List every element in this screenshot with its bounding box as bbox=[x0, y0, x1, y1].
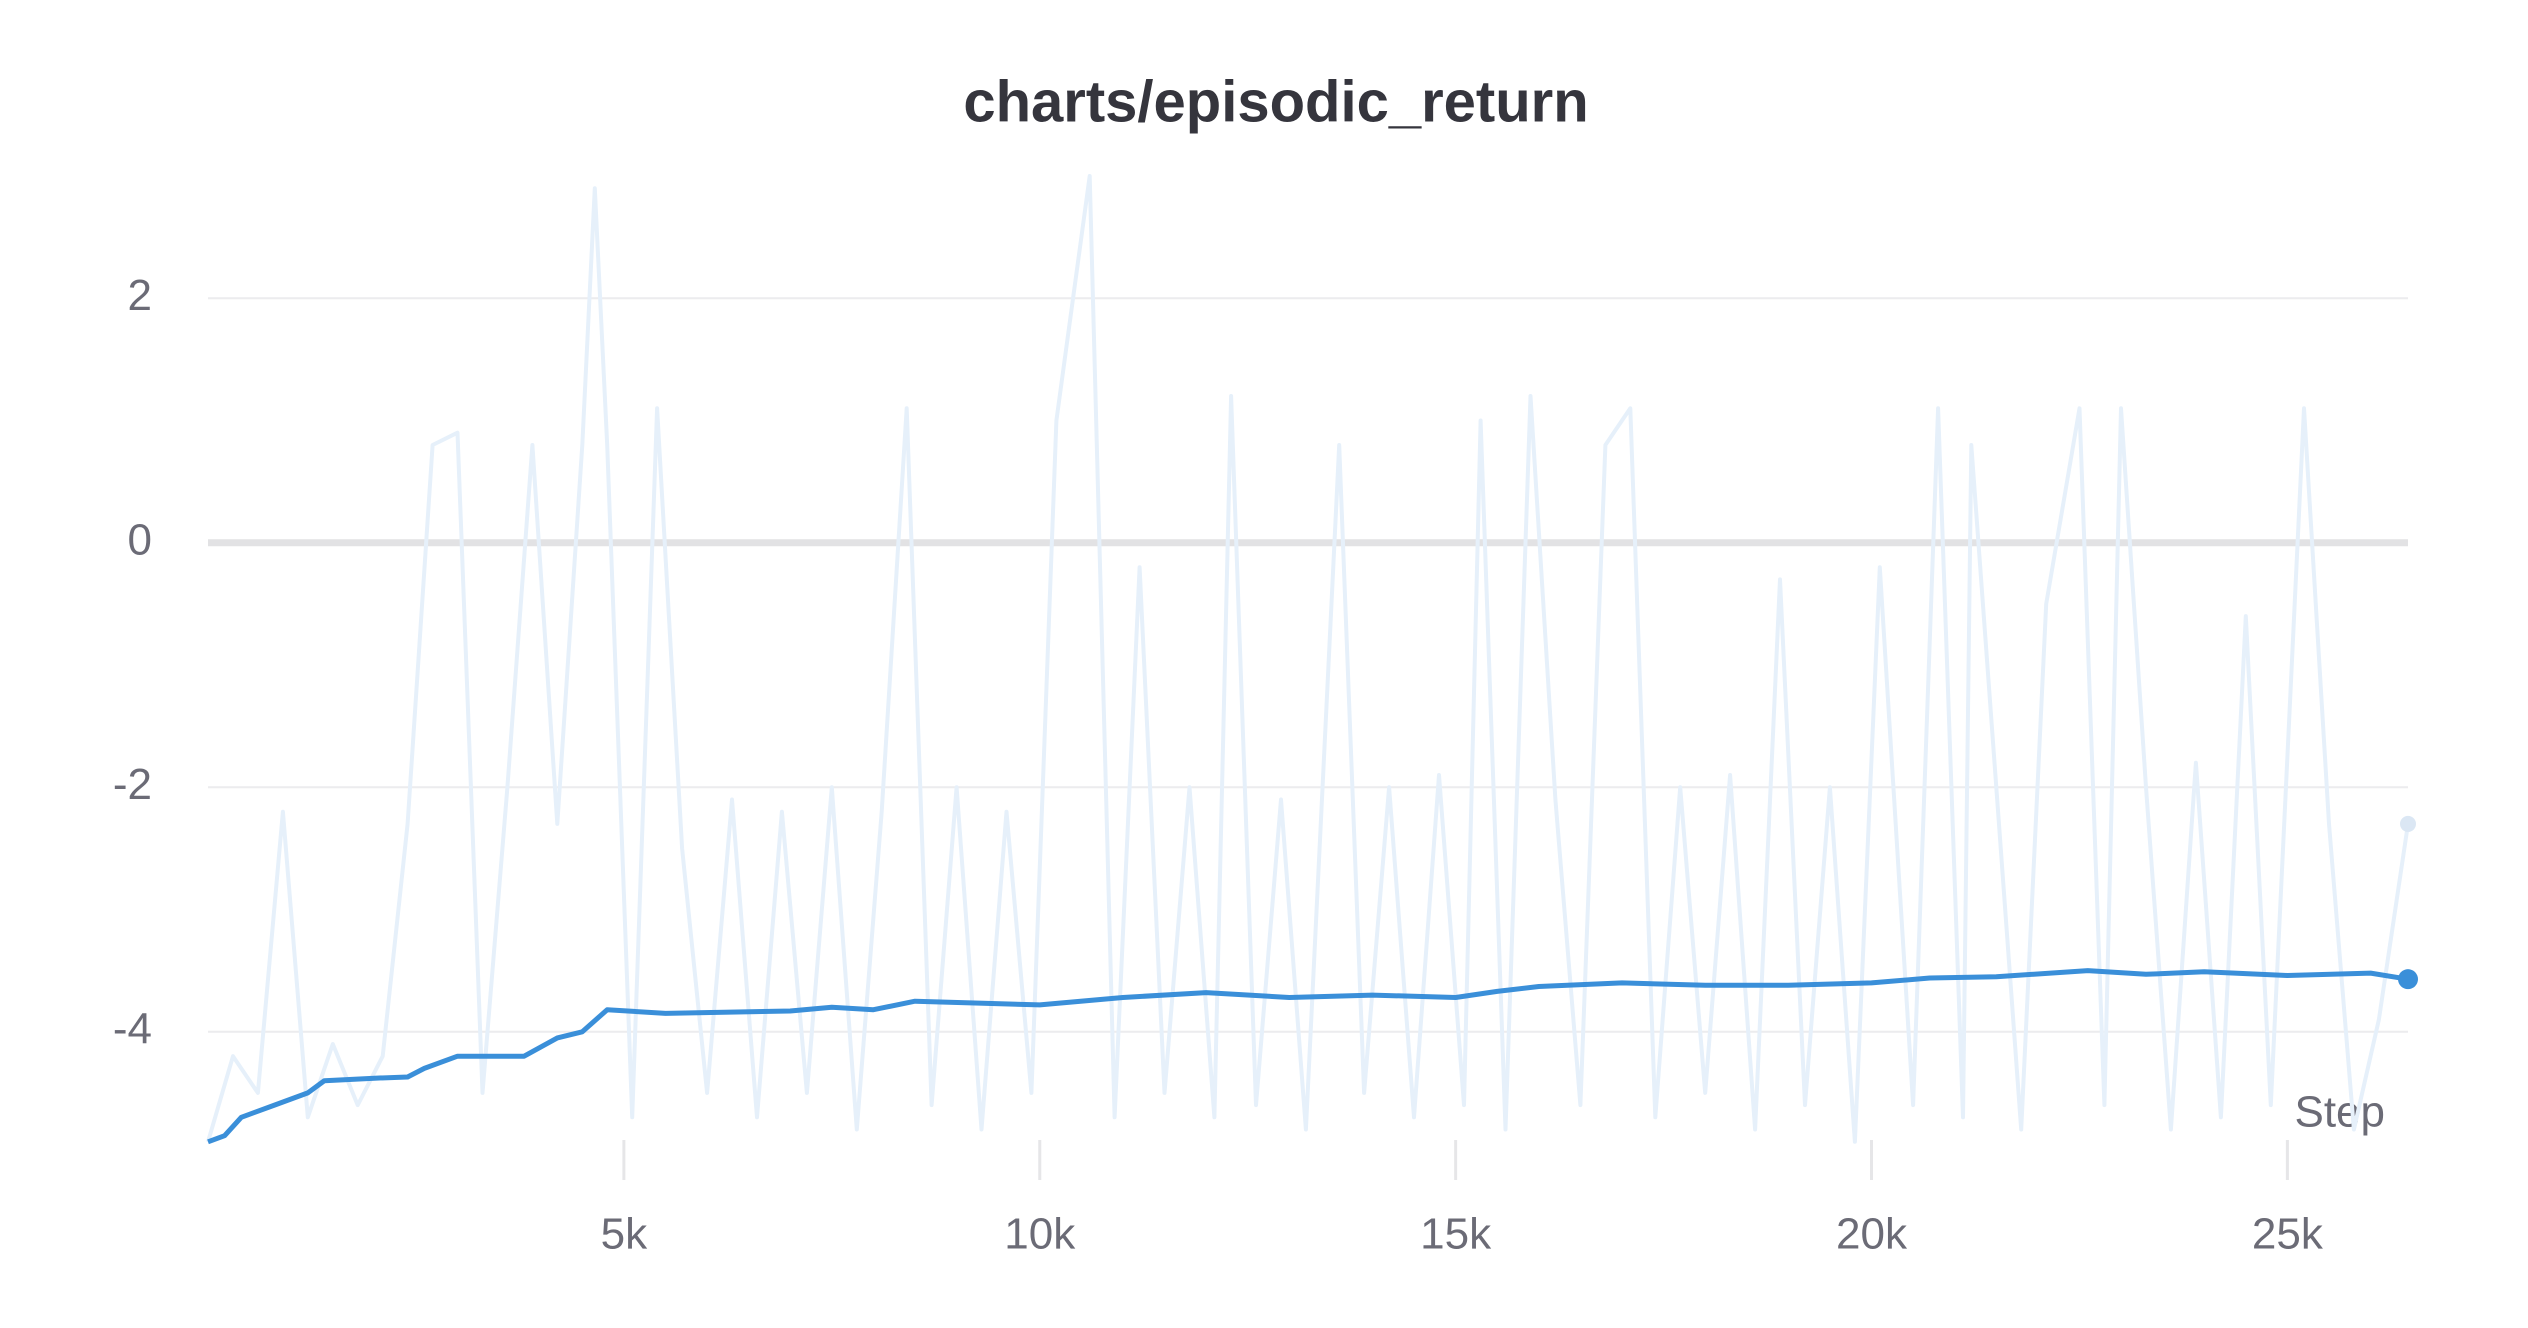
end-point bbox=[2398, 969, 2418, 990]
chart-title: charts/episodic_return bbox=[963, 69, 1588, 134]
y-tick-label: -2 bbox=[113, 760, 152, 809]
x-tick-label: 15k bbox=[1420, 1210, 1492, 1259]
y-tick-label: -4 bbox=[113, 1004, 152, 1053]
x-tick-label: 20k bbox=[1836, 1210, 1908, 1259]
smoothed-line bbox=[207, 968, 2409, 1145]
y-tick-label: 0 bbox=[128, 515, 152, 564]
raw-line bbox=[206, 174, 2410, 1144]
x-tick-label: 10k bbox=[1004, 1210, 1076, 1259]
x-tick-label: 5k bbox=[601, 1210, 648, 1259]
end-point bbox=[2400, 815, 2416, 832]
y-tick-label: 2 bbox=[128, 271, 152, 320]
x-tick-label: 25k bbox=[2252, 1210, 2324, 1259]
x-axis-label: Step bbox=[2294, 1088, 2385, 1137]
